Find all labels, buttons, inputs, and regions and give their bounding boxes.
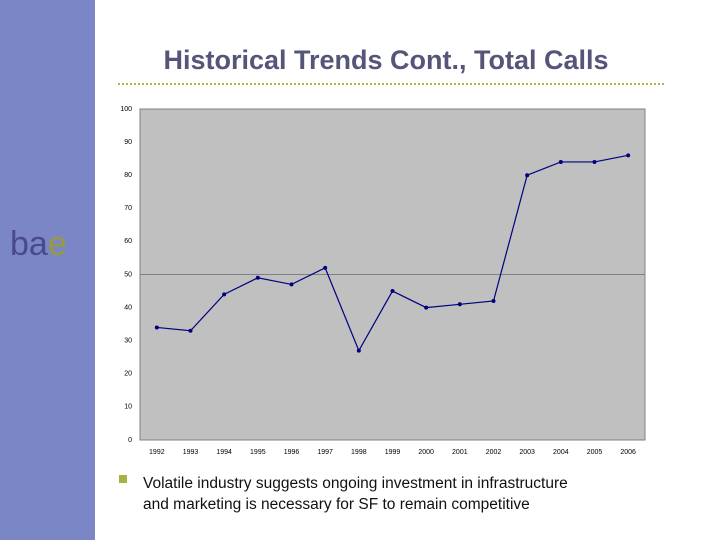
y-tick-label: 20	[124, 371, 132, 378]
x-tick-label: 2002	[486, 449, 502, 456]
y-tick-label: 30	[124, 338, 132, 345]
x-tick-label: 2006	[620, 449, 636, 456]
y-tick-label: 60	[124, 238, 132, 245]
data-point	[188, 328, 193, 333]
data-point	[222, 292, 227, 297]
y-tick-label: 70	[124, 205, 132, 212]
y-tick-label: 100	[120, 106, 132, 113]
logo: bae	[10, 225, 67, 263]
data-point	[255, 275, 260, 280]
bullet-icon	[119, 475, 127, 483]
x-tick-label: 1995	[250, 449, 266, 456]
x-tick-label: 2004	[553, 449, 569, 456]
x-tick-label: 2001	[452, 449, 468, 456]
logo-part: e	[48, 225, 67, 263]
logo-part: ba	[10, 225, 48, 263]
x-tick-label: 1993	[183, 449, 199, 456]
x-tick-label: 2003	[519, 449, 535, 456]
data-point	[154, 325, 159, 330]
y-tick-label: 40	[124, 304, 132, 311]
data-point	[525, 173, 530, 178]
data-point	[424, 305, 429, 310]
data-point	[491, 298, 496, 303]
sidebar	[0, 0, 95, 540]
data-point	[356, 348, 361, 353]
y-tick-label: 0	[128, 437, 132, 444]
bullet-text: and marketing is necessary for SF to rem…	[143, 496, 530, 513]
x-tick-label: 1996	[284, 449, 300, 456]
x-tick-label: 2000	[418, 449, 434, 456]
y-tick-label: 90	[124, 139, 132, 146]
data-point	[390, 289, 395, 294]
data-point	[289, 282, 294, 287]
x-tick-label: 2005	[587, 449, 603, 456]
y-tick-label: 10	[124, 404, 132, 411]
data-point	[592, 159, 597, 164]
x-tick-label: 1997	[317, 449, 333, 456]
x-tick-label: 1994	[216, 449, 232, 456]
data-point	[457, 302, 462, 307]
y-tick-label: 50	[124, 271, 132, 278]
bullet-text: Volatile industry suggests ongoing inves…	[143, 475, 568, 492]
x-tick-label: 1999	[385, 449, 401, 456]
y-tick-label: 80	[124, 172, 132, 179]
data-point	[626, 153, 631, 158]
x-tick-label: 1992	[149, 449, 165, 456]
x-tick-label: 1998	[351, 449, 367, 456]
chart-title: Historical Trends Cont., Total Calls	[163, 45, 608, 75]
data-point	[558, 159, 563, 164]
data-point	[323, 265, 328, 270]
